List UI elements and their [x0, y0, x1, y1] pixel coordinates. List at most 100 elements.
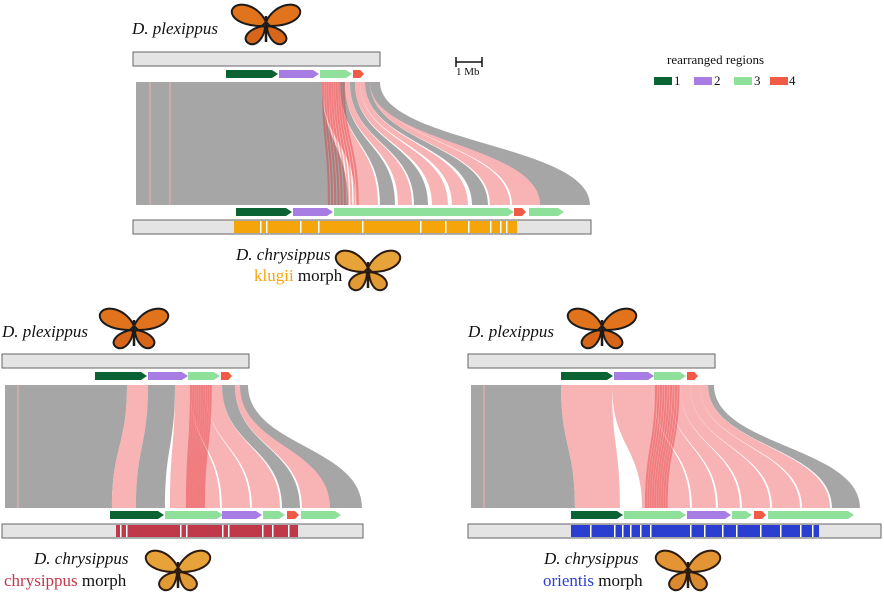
- synteny-ribbon: [355, 82, 448, 205]
- highlight-ribbon: [333, 82, 346, 205]
- synteny-ribbon: [350, 82, 428, 205]
- morph-stripe: [506, 221, 508, 233]
- bottom-species-label: D. chrysippus: [544, 549, 639, 568]
- highlight-ribbon: [322, 82, 330, 205]
- queen-butterfly-icon: [334, 249, 402, 292]
- morph-name: chrysippus: [4, 571, 78, 590]
- morph-label: chrysippus morph: [4, 571, 126, 591]
- panel-orientis: [467, 353, 882, 539]
- region-arrow: [732, 511, 752, 519]
- region-arrow: [654, 372, 686, 380]
- synteny-ribbon: [136, 385, 175, 508]
- highlight-ribbon: [195, 385, 203, 508]
- morph-stripe: [272, 525, 274, 537]
- morph-stripe: [630, 525, 632, 537]
- morph-suffix: morph: [81, 571, 127, 590]
- region-arrow: [236, 208, 292, 216]
- bottom-species-label: D. chrysippus: [236, 245, 331, 264]
- monarch-butterfly-icon: [566, 307, 638, 350]
- highlight-ribbon: [199, 385, 208, 508]
- synteny-ribbon: [340, 82, 395, 205]
- morph-stripe: [800, 525, 802, 537]
- region-arrow: [320, 70, 352, 78]
- morph-stripe: [490, 221, 492, 233]
- morph-stripe: [300, 221, 302, 233]
- monarch-butterfly-icon: [230, 3, 302, 46]
- morph-stripe: [760, 525, 762, 537]
- morph-stripe: [266, 221, 268, 233]
- morph-name: klugii: [254, 266, 294, 285]
- highlight-ribbon: [331, 82, 343, 205]
- morph-stripe: [362, 221, 364, 233]
- synteny-ribbon: [561, 385, 620, 508]
- synteny-ribbon: [190, 385, 250, 508]
- morph-label: klugii morph: [254, 266, 342, 286]
- region-arrow: [95, 372, 147, 380]
- highlight-ribbon: [324, 82, 334, 205]
- highlight-ribbon: [647, 385, 660, 508]
- legend-label-1: 1: [674, 73, 681, 88]
- morph-stripe: [650, 525, 652, 537]
- morph-stripe: [690, 525, 692, 537]
- morph-stripe: [590, 525, 592, 537]
- region-arrow: [529, 208, 564, 216]
- region-arrow: [334, 208, 514, 216]
- synteny-ribbon: [370, 82, 590, 205]
- synteny-ribbon: [370, 82, 510, 205]
- synteny-ribbon: [235, 385, 330, 508]
- morph-stripe: [640, 525, 642, 537]
- highlight-ribbon: [338, 82, 353, 205]
- plexippus-chromosome: [132, 51, 381, 67]
- morph-stripe: [228, 525, 230, 537]
- morph-region: [234, 221, 517, 233]
- legend-swatch: [654, 77, 672, 85]
- top-species-label: D. plexippus: [468, 322, 554, 341]
- morph-stripe: [120, 525, 122, 537]
- region-arrow: [165, 511, 223, 519]
- plexippus-chromosome: [467, 353, 716, 369]
- legend-label-4: 4: [789, 73, 796, 88]
- morph-suffix: morph: [297, 266, 343, 285]
- morph-stripe: [500, 221, 502, 233]
- morph-stripe: [260, 221, 262, 233]
- highlight-ribbon: [661, 385, 675, 508]
- highlight-ribbon: [187, 385, 195, 508]
- highlight-ribbon: [663, 385, 677, 508]
- highlight-ribbon: [189, 385, 197, 508]
- synteny-ribbon: [360, 82, 468, 205]
- synteny-ribbon: [322, 82, 378, 205]
- region-arrow: [293, 208, 333, 216]
- legend-swatch: [770, 77, 788, 85]
- legend-swatch: [734, 77, 752, 85]
- region-arrow: [222, 511, 262, 519]
- collinear-ribbon: [136, 82, 348, 205]
- morph-stripe: [180, 525, 182, 537]
- collinear-ribbon: [5, 385, 127, 508]
- morph-stripe: [318, 221, 320, 233]
- highlight-ribbon: [649, 385, 662, 508]
- region-arrow: [263, 511, 285, 519]
- queen-butterfly-icon: [654, 549, 722, 592]
- region-arrow: [148, 372, 188, 380]
- morph-stripe: [812, 525, 814, 537]
- morph-stripe: [622, 525, 624, 537]
- region-arrow: [754, 511, 766, 519]
- region-arrow: [687, 511, 731, 519]
- scale-bar: [455, 57, 483, 67]
- highlight-ribbon: [203, 385, 212, 508]
- region-arrow: [768, 511, 854, 519]
- morph-stripe: [704, 525, 706, 537]
- morph-stripe: [445, 221, 447, 233]
- morph-stripe: [780, 525, 782, 537]
- legend-label-2: 2: [714, 73, 721, 88]
- panel-chrysippus: [1, 353, 364, 539]
- region-arrow: [514, 208, 526, 216]
- scale-bar-label: 1 Mb: [456, 66, 480, 78]
- morph-stripe: [222, 525, 224, 537]
- legend-label-3: 3: [754, 73, 761, 88]
- morph-stripe: [262, 525, 264, 537]
- highlight-ribbon: [651, 385, 665, 508]
- highlight-ribbon: [645, 385, 657, 508]
- synteny-ribbon: [365, 82, 488, 205]
- synteny-ribbon: [612, 385, 690, 508]
